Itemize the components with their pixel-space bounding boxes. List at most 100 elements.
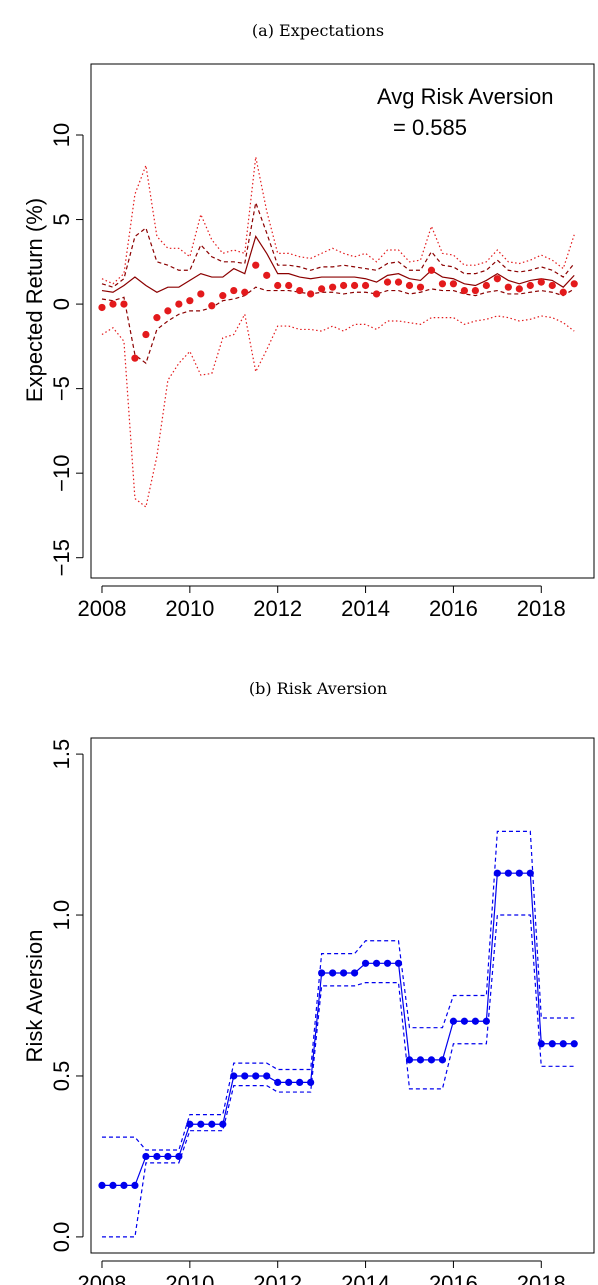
- expectations-point: [416, 283, 425, 291]
- expectations-point: [427, 266, 436, 274]
- risk-aversion-point: [471, 1017, 479, 1025]
- expectations-point: [285, 281, 293, 290]
- risk-aversion-x-tick-label: 2014: [341, 1271, 390, 1285]
- risk-aversion-point: [526, 869, 534, 877]
- risk-aversion-point: [405, 1056, 414, 1064]
- risk-aversion-point: [559, 1040, 567, 1048]
- risk-aversion-point: [197, 1120, 205, 1128]
- expectations-y-tick-label: 0: [49, 298, 74, 310]
- expectations-point: [197, 290, 205, 298]
- expectations-point: [230, 286, 238, 295]
- risk-aversion-point: [537, 1040, 545, 1048]
- expectations-point: [175, 300, 183, 308]
- expectations-caption: (a) Expectations: [252, 21, 384, 40]
- expectations-x-tick-label: 2008: [78, 596, 127, 621]
- risk-aversion-point: [318, 969, 326, 977]
- risk-aversion-point: [340, 969, 348, 977]
- risk-aversion-point: [394, 959, 403, 967]
- risk-aversion-point: [438, 1056, 447, 1064]
- expectations-series-dotted-4: [101, 156, 575, 285]
- risk-aversion-point: [361, 959, 370, 967]
- risk-aversion-x-tick-label: 2012: [253, 1271, 302, 1285]
- expectations-y-tick-label: 10: [49, 123, 74, 147]
- risk-aversion-x-tick-label: 2010: [165, 1271, 214, 1285]
- risk-aversion-x-tick-label: 2016: [429, 1271, 478, 1285]
- risk-aversion-point: [241, 1072, 249, 1080]
- expectations-point: [449, 280, 458, 288]
- risk-aversion-point: [449, 1017, 458, 1025]
- expectations-point: [142, 330, 150, 339]
- risk-aversion-point: [372, 959, 381, 967]
- expectations-series-dashed-2: [101, 200, 575, 288]
- risk-aversion-panel: (b) Risk Aversion Risk Aversion 2008 2010…: [22, 679, 595, 1285]
- expectations-y-tick-label: 5: [49, 213, 74, 225]
- risk-aversion-point: [307, 1078, 315, 1087]
- risk-aversion-point: [186, 1120, 194, 1128]
- risk-aversion-point: [482, 1017, 490, 1025]
- expectations-y-tick-label: −10: [49, 455, 74, 492]
- risk-aversion-axes: 2008 2010 2012 2014 2016 2018 0.0 0.5 1.0 1.5: [49, 739, 566, 1285]
- expectations-y-tick-label: −5: [49, 376, 74, 401]
- risk-aversion-series-dashed-2: [101, 830, 575, 1151]
- expectations-x-tick-label: 2014: [341, 596, 390, 621]
- risk-aversion-plot-frame: [90, 737, 595, 1254]
- expectations-axes: 2008 2010 2012 2014 2016 2018 −15 −10 −5 0 5 10: [49, 123, 566, 621]
- risk-aversion-point: [285, 1078, 293, 1087]
- risk-aversion-series-group: [98, 830, 578, 1238]
- expectations-x-tick-label: 2010: [165, 596, 214, 621]
- risk-aversion-point: [460, 1017, 469, 1025]
- expectations-point: [372, 290, 381, 298]
- expectations-point: [438, 280, 447, 288]
- risk-aversion-point: [131, 1181, 139, 1190]
- risk-aversion-point: [175, 1152, 183, 1161]
- expectations-point: [537, 278, 545, 286]
- risk-aversion-point: [350, 969, 359, 977]
- expectations-point: [405, 281, 414, 290]
- expectations-point: [329, 283, 337, 291]
- risk-aversion-point: [416, 1056, 425, 1064]
- expectations-point: [570, 280, 578, 288]
- risk-aversion-series-solid-1: [101, 872, 575, 1187]
- expectations-y-tick-label: −15: [49, 539, 74, 576]
- risk-aversion-point: [219, 1120, 227, 1128]
- expectations-point: [274, 281, 282, 290]
- expectations-point: [109, 300, 117, 308]
- expectations-point: [548, 281, 556, 290]
- expectations-x-tick-label: 2018: [517, 596, 566, 621]
- expectations-point: [120, 300, 128, 308]
- risk-aversion-series-dashed-3: [101, 914, 575, 1238]
- risk-aversion-point: [98, 1181, 106, 1190]
- expectations-x-tick-label: 2012: [253, 596, 302, 621]
- expectations-point: [296, 286, 304, 295]
- risk-aversion-point: [570, 1040, 578, 1048]
- expectations-point: [164, 307, 172, 315]
- risk-aversion-point: [252, 1072, 260, 1080]
- risk-aversion-y-tick-label: 0.0: [49, 1222, 74, 1253]
- risk-aversion-x-tick-label: 2018: [517, 1271, 566, 1285]
- expectations-point: [361, 281, 370, 290]
- expectations-point: [515, 285, 523, 293]
- risk-aversion-point: [515, 869, 523, 877]
- expectations-plot-frame: [90, 63, 595, 579]
- expectations-point: [482, 281, 490, 290]
- expectations-point: [307, 290, 315, 298]
- avg-risk-aversion-value: = 0.585: [393, 115, 467, 140]
- risk-aversion-y-tick-label: 1.0: [49, 900, 74, 931]
- risk-aversion-point: [329, 969, 337, 977]
- expectations-point: [394, 278, 403, 286]
- expectations-point: [131, 354, 139, 362]
- expectations-point: [559, 288, 567, 296]
- risk-aversion-point: [230, 1072, 238, 1080]
- risk-aversion-y-axis-title: Risk Aversion: [22, 930, 47, 1063]
- risk-aversion-point: [109, 1181, 117, 1190]
- risk-aversion-x-tick-label: 2008: [78, 1271, 127, 1285]
- risk-aversion-point: [164, 1152, 172, 1161]
- expectations-x-tick-label: 2016: [429, 596, 478, 621]
- expectations-point: [241, 288, 249, 296]
- expectations-point: [340, 281, 348, 290]
- risk-aversion-point: [296, 1078, 304, 1087]
- expectations-series-solid-1: [101, 235, 575, 293]
- expectations-point: [383, 278, 392, 286]
- expectations-point: [263, 271, 271, 279]
